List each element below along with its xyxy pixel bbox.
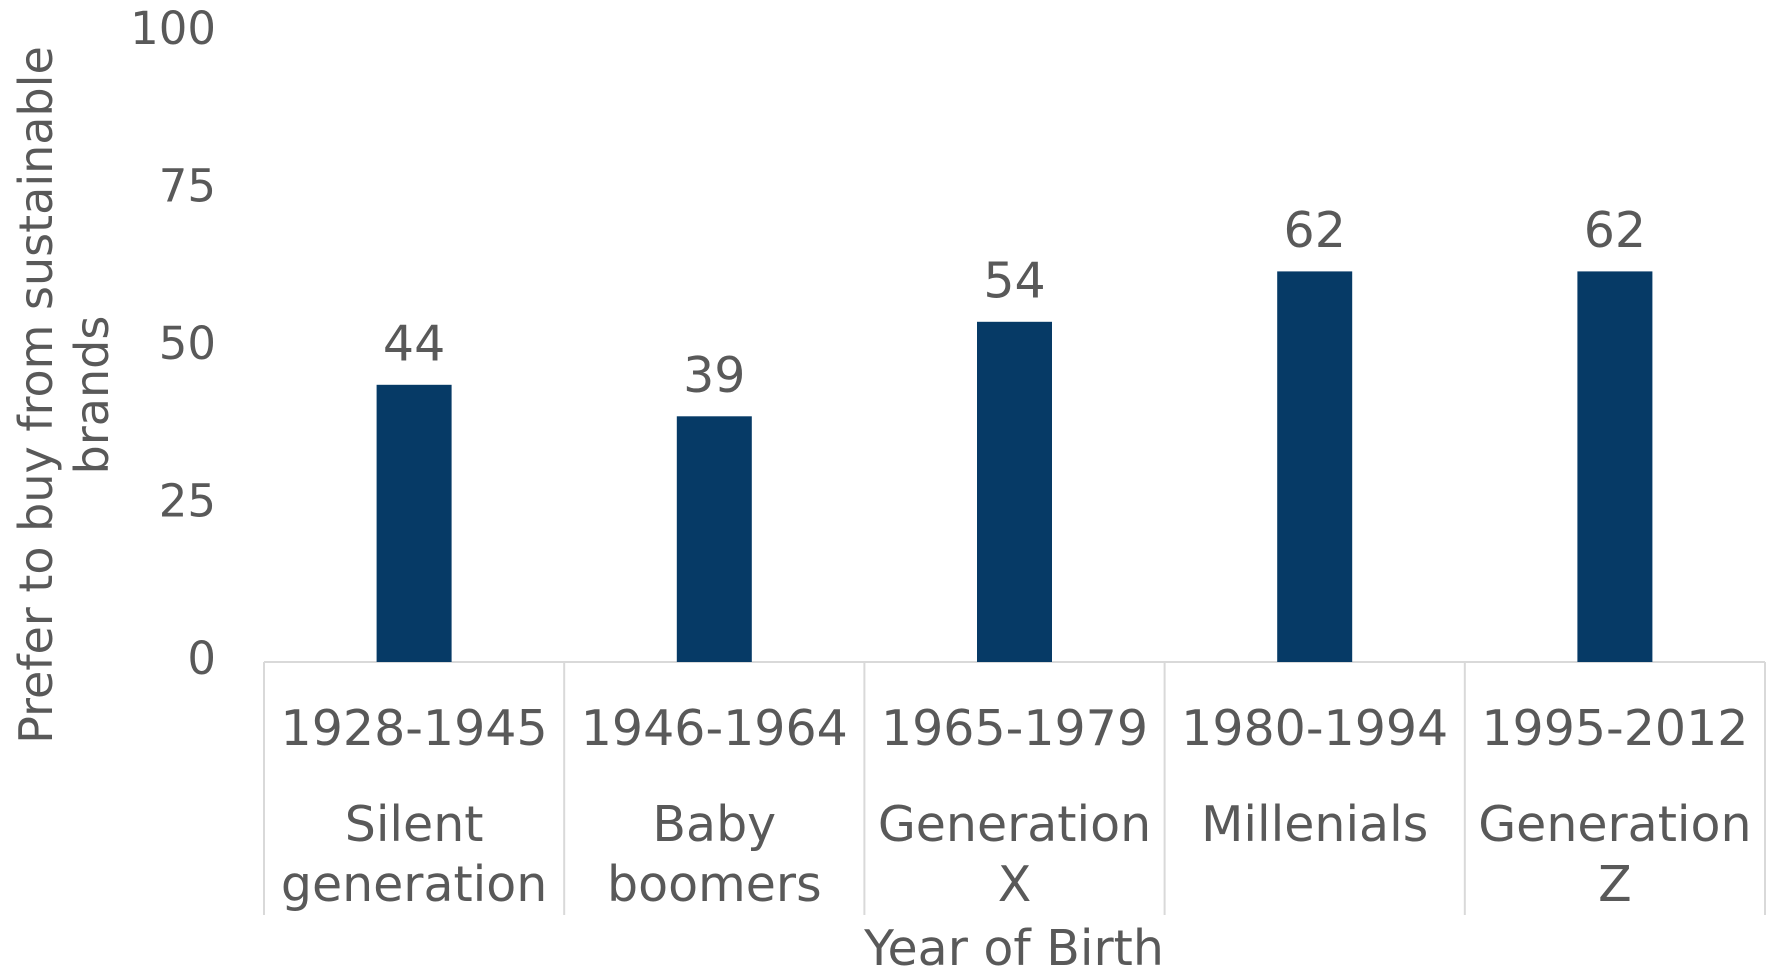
x-group-label: Baby boomers [606,796,822,913]
bar [977,321,1052,662]
x-tick-label: 1928-1945 [280,700,548,757]
x-group-label: Generation Z [1478,796,1752,913]
bar [676,416,752,662]
bar [1577,271,1653,662]
bar [376,384,452,662]
y-tick-label: 25 [159,475,216,528]
data-label: 62 [1284,202,1346,259]
x-group-label: Generation X [877,796,1152,913]
data-label: 44 [383,315,445,372]
y-tick-label: 50 [159,317,216,370]
x-group-label: Millenials [1201,796,1429,853]
x-tick-label: 1980-1994 [1181,700,1449,757]
bar [1277,271,1353,662]
y-tick-label: 100 [130,2,216,55]
x-tick-label: 1995-2012 [1481,700,1749,757]
y-tick-label: 0 [187,632,216,685]
data-label: 62 [1584,202,1646,259]
x-group-label: Silent generation [280,796,548,913]
x-tick-label: 1946-1964 [580,700,848,757]
y-axis-title: Prefer to buy from sustainable brands [9,46,119,744]
y-tick-label: 75 [159,160,216,213]
data-label: 39 [683,347,745,404]
x-tick-label: 1965-1979 [880,700,1149,757]
x-axis-title: Year of Birth [864,920,1164,977]
data-label: 54 [983,252,1045,309]
